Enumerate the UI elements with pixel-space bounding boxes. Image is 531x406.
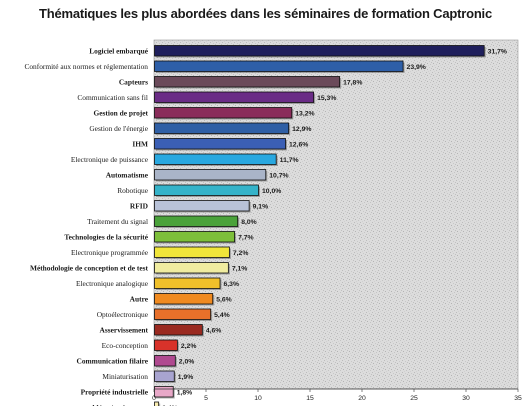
value-label: 7,7% (238, 234, 254, 241)
x-tick-label: 10 (254, 395, 262, 402)
bar (154, 401, 160, 406)
category-label: Gestion de l'énergie (89, 124, 148, 133)
category-label: Miniaturisation (102, 372, 148, 381)
value-label: 4,6% (206, 327, 222, 334)
value-label: 2,0% (179, 358, 195, 365)
value-label: 1,9% (178, 374, 194, 381)
value-label: 1,8% (177, 389, 193, 396)
bar (154, 169, 267, 181)
category-label: Asservissement (100, 325, 149, 334)
category-label: Electronique programmée (71, 248, 149, 257)
bar (154, 76, 341, 88)
category-label: Conformité aux normes et réglementation (24, 62, 148, 71)
category-label: IHM (132, 139, 148, 148)
value-label: 31,7% (488, 48, 507, 55)
value-label: 8,0% (241, 219, 257, 226)
bar (154, 308, 212, 320)
category-label: Autre (130, 294, 149, 303)
bar (154, 370, 175, 382)
category-label: Eco-conception (102, 341, 149, 350)
value-label: 12,6% (289, 141, 308, 148)
x-tick-label: 0 (152, 395, 156, 402)
bar (154, 246, 230, 258)
bar (154, 324, 203, 336)
value-label: 15,3% (317, 95, 336, 102)
value-label: 7,2% (233, 250, 249, 257)
value-label: 0,4% (162, 405, 178, 406)
x-tick-label: 25 (410, 395, 418, 402)
x-tick-label: 35 (514, 395, 522, 402)
x-tick-label: 20 (358, 395, 366, 402)
category-label: RFID (130, 201, 148, 210)
category-label: Mémoire de masse (92, 403, 149, 406)
category-label: Robotique (117, 186, 149, 195)
chart-title: Thématiques les plus abordées dans les s… (38, 6, 493, 21)
value-label: 2,2% (181, 343, 197, 350)
bar (154, 386, 174, 398)
value-label: 9,1% (253, 203, 269, 210)
category-label: Communication sans fil (77, 93, 148, 102)
bar (154, 45, 485, 57)
bar (154, 153, 277, 165)
value-label: 10,0% (262, 188, 281, 195)
category-labels-layer: Logiciel embarqué Conformité aux normes e… (24, 46, 148, 406)
bar (154, 262, 229, 274)
x-axis: 0 5 10 15 20 25 30 35 (152, 388, 522, 402)
category-label: Méthodologie de conception et de test (30, 263, 149, 272)
value-label: 7,1% (232, 265, 248, 272)
category-label: Electronique analogique (76, 279, 149, 288)
category-label: Electronique de puissance (71, 155, 149, 164)
value-label: 10,7% (269, 172, 288, 179)
bar (154, 184, 259, 196)
bar (154, 138, 286, 150)
bar (154, 91, 315, 103)
bar (154, 107, 293, 119)
value-label: 5,4% (214, 312, 230, 319)
value-label: 11,7% (280, 157, 299, 164)
bar (154, 200, 250, 212)
value-label: 12,9% (292, 126, 311, 133)
bar (154, 339, 178, 351)
value-label: 17,8% (343, 79, 362, 86)
value-label: 13,2% (295, 110, 314, 117)
value-label: 5,6% (216, 296, 232, 303)
category-label: Traitement du signal (87, 217, 148, 226)
bar (154, 60, 404, 72)
x-tick-label: 15 (306, 395, 314, 402)
category-label: Propriété industrielle (81, 387, 149, 396)
bar (154, 355, 176, 367)
category-label: Optoélectronique (97, 310, 149, 319)
x-tick-label: 30 (462, 395, 470, 402)
bar (154, 215, 239, 227)
category-label: Capteurs (119, 77, 148, 86)
category-label: Automatisme (106, 170, 149, 179)
x-tick-label: 5 (204, 395, 208, 402)
category-label: Gestion de projet (94, 108, 149, 117)
bars-layer: 31,7% 23,9% 17,8% 15,3% 13,2% 12,9% 12,6% 11,7%… (154, 45, 507, 406)
value-label: 6,3% (224, 281, 240, 288)
bar (154, 231, 235, 243)
category-label: Logiciel embarqué (89, 46, 148, 55)
value-label: 23,9% (407, 64, 426, 71)
category-label: Technologies de la sécurité (64, 232, 148, 241)
bar (154, 277, 221, 289)
bar (154, 293, 214, 305)
category-label: Communication filaire (76, 356, 148, 365)
bar (154, 122, 290, 134)
